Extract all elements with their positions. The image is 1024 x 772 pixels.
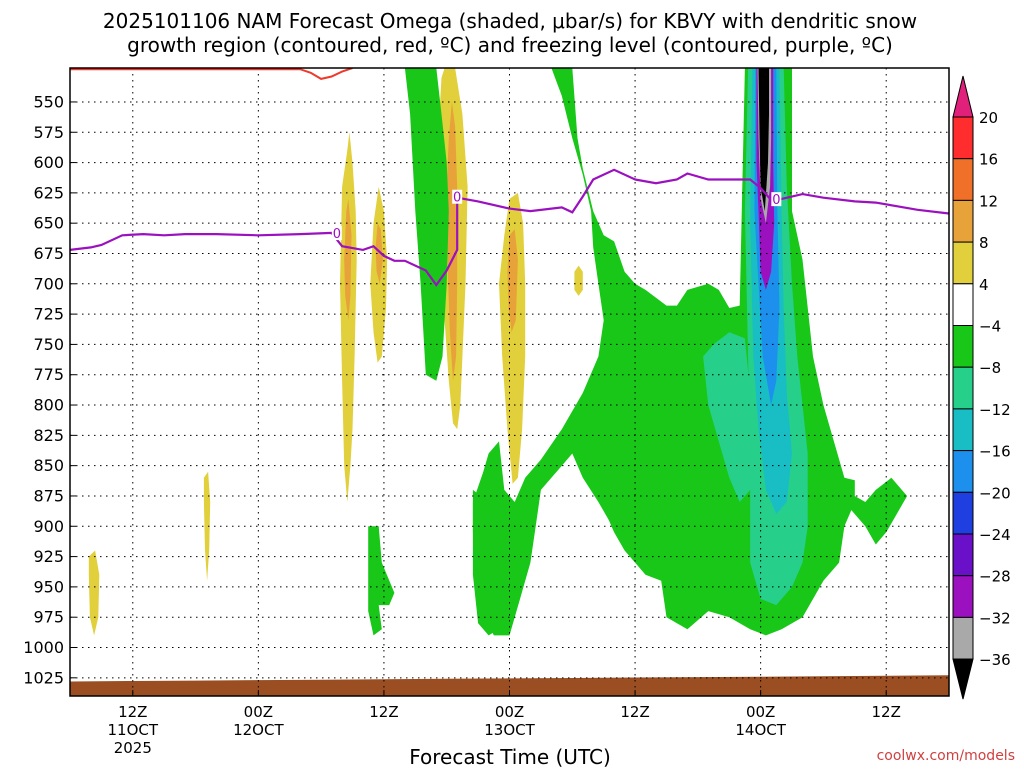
- y-tick-label: 800: [33, 396, 64, 415]
- chart-title-line-2: growth region (contoured, red, ºC) and f…: [127, 33, 893, 57]
- colorbar-swatch: [952, 533, 974, 577]
- colorbar-swatch: [952, 199, 974, 243]
- y-tick-label: 625: [33, 183, 64, 202]
- y-tick-label: 675: [33, 244, 64, 263]
- colorbar-level-label: −20: [979, 484, 1011, 502]
- y-tick-label: 1025: [23, 668, 64, 687]
- y-axis: 550 575 600 625 650 675 700 725 750 775 800 825 850 8…: [23, 92, 76, 687]
- colorbar-level-label: −8: [979, 359, 1001, 377]
- colorbar-level-label: −28: [979, 568, 1011, 586]
- x-tick-label: 12Z: [872, 703, 901, 721]
- colorbar-swatch: [952, 241, 974, 285]
- colorbar-swatch: [952, 325, 974, 368]
- y-tick-label: 700: [33, 274, 64, 293]
- colorbar-swatch: [952, 283, 974, 326]
- y-tick-label: 650: [33, 214, 64, 233]
- x-tick-label: 12Z: [118, 703, 147, 721]
- freezing-level-label: 0: [772, 193, 780, 208]
- x-tick-label: 00Z: [495, 703, 524, 721]
- colorbar-swatch: [952, 408, 974, 452]
- colorbar-swatch: [952, 116, 974, 160]
- ground-terrain: [70, 675, 949, 696]
- y-tick-label: 975: [33, 608, 64, 627]
- colorbar-level-label: −36: [979, 651, 1011, 669]
- y-tick-label: 925: [33, 547, 64, 566]
- freezing-label-bg: [452, 189, 463, 204]
- colorbar-bottom-arrow: [952, 658, 974, 700]
- colorbar-level-label: 20: [979, 109, 998, 127]
- x-tick-label: 12Z: [620, 703, 649, 721]
- colorbar-level-label: −4: [979, 318, 1001, 336]
- x-tick-year: 2025: [114, 739, 152, 757]
- colorbar-level-label: 12: [979, 192, 998, 210]
- x-tick-date: 12OCT: [233, 721, 284, 739]
- colorbar-swatch: [952, 491, 974, 535]
- omega-shading: [70, 68, 949, 696]
- omega-region-pos-yellow-5: [574, 265, 583, 296]
- y-tick-label: 900: [33, 517, 64, 536]
- colorbar-swatch: [952, 575, 974, 618]
- colorbar: 20 16 12 8 4 −4 −8 −12 −16 −20 −24 −28 −32 −36: [952, 75, 1011, 700]
- omega-region-pos-orange-1: [344, 198, 352, 321]
- x-axis-label: Forecast Time (UTC): [409, 745, 611, 768]
- colorbar-level-label: 16: [979, 151, 998, 169]
- y-tick-label: 1000: [23, 638, 64, 657]
- freezing-level-label: 0: [453, 191, 461, 206]
- colorbar-top-arrow: [952, 75, 974, 118]
- y-tick-label: 575: [33, 123, 64, 142]
- colorbar-level-label: −24: [979, 526, 1011, 544]
- y-tick-label: 750: [33, 335, 64, 354]
- omega-region-pos-orange-2: [375, 223, 383, 284]
- omega-region-pos-yellow-6: [203, 471, 211, 581]
- y-tick-label: 550: [33, 92, 64, 111]
- freezing-level-label: 0: [333, 227, 341, 242]
- colorbar-level-label: 8: [979, 234, 989, 252]
- dgz-contour-line: [70, 68, 353, 80]
- colorbar-level-label: 4: [979, 276, 989, 294]
- omega-region-neg-green-small: [368, 526, 395, 636]
- y-tick-label: 825: [33, 426, 64, 445]
- chart-title-line-1: 2025101106 NAM Forecast Omega (shaded, μ…: [103, 9, 917, 33]
- y-tick-label: 875: [33, 486, 64, 505]
- omega-region-pos-yellow-7: [88, 550, 100, 636]
- omega-region-neg-green-right: [844, 477, 908, 545]
- colorbar-swatch: [952, 366, 974, 410]
- omega-region-pos-orange-3: [446, 101, 458, 381]
- omega-region-pos-yellow-4: [499, 192, 526, 484]
- y-tick-label: 775: [33, 365, 64, 384]
- colorbar-swatch: [952, 158, 974, 201]
- colorbar-level-label: −32: [979, 609, 1011, 627]
- x-tick-label: 00Z: [244, 703, 273, 721]
- x-tick-date: 14OCT: [735, 721, 786, 739]
- grid-lines: [70, 68, 949, 696]
- colorbar-swatch: [952, 450, 974, 493]
- credit-text: coolwx.com/models: [877, 748, 1015, 764]
- y-tick-label: 725: [33, 305, 64, 324]
- x-tick-date: 13OCT: [484, 721, 535, 739]
- omega-region-pos-orange-4: [507, 229, 518, 333]
- y-tick-label: 850: [33, 456, 64, 475]
- contour-layer: 0 0 0: [70, 68, 949, 287]
- x-tick-date: 11OCT: [108, 721, 159, 739]
- omega-region-neg-turquoise-mid: [703, 332, 761, 502]
- x-tick-label: 00Z: [746, 703, 775, 721]
- omega-region-neg-black-core: [758, 68, 769, 212]
- colorbar-swatch: [952, 616, 974, 660]
- y-tick-label: 950: [33, 577, 64, 596]
- x-tick-label: 12Z: [369, 703, 398, 721]
- freezing-label-bg: [331, 226, 342, 241]
- freezing-label-bg: [771, 192, 782, 207]
- colorbar-level-label: −16: [979, 443, 1011, 461]
- omega-region-neg-green-upper: [404, 68, 449, 381]
- y-tick-label: 600: [33, 153, 64, 172]
- colorbar-level-label: −12: [979, 401, 1011, 419]
